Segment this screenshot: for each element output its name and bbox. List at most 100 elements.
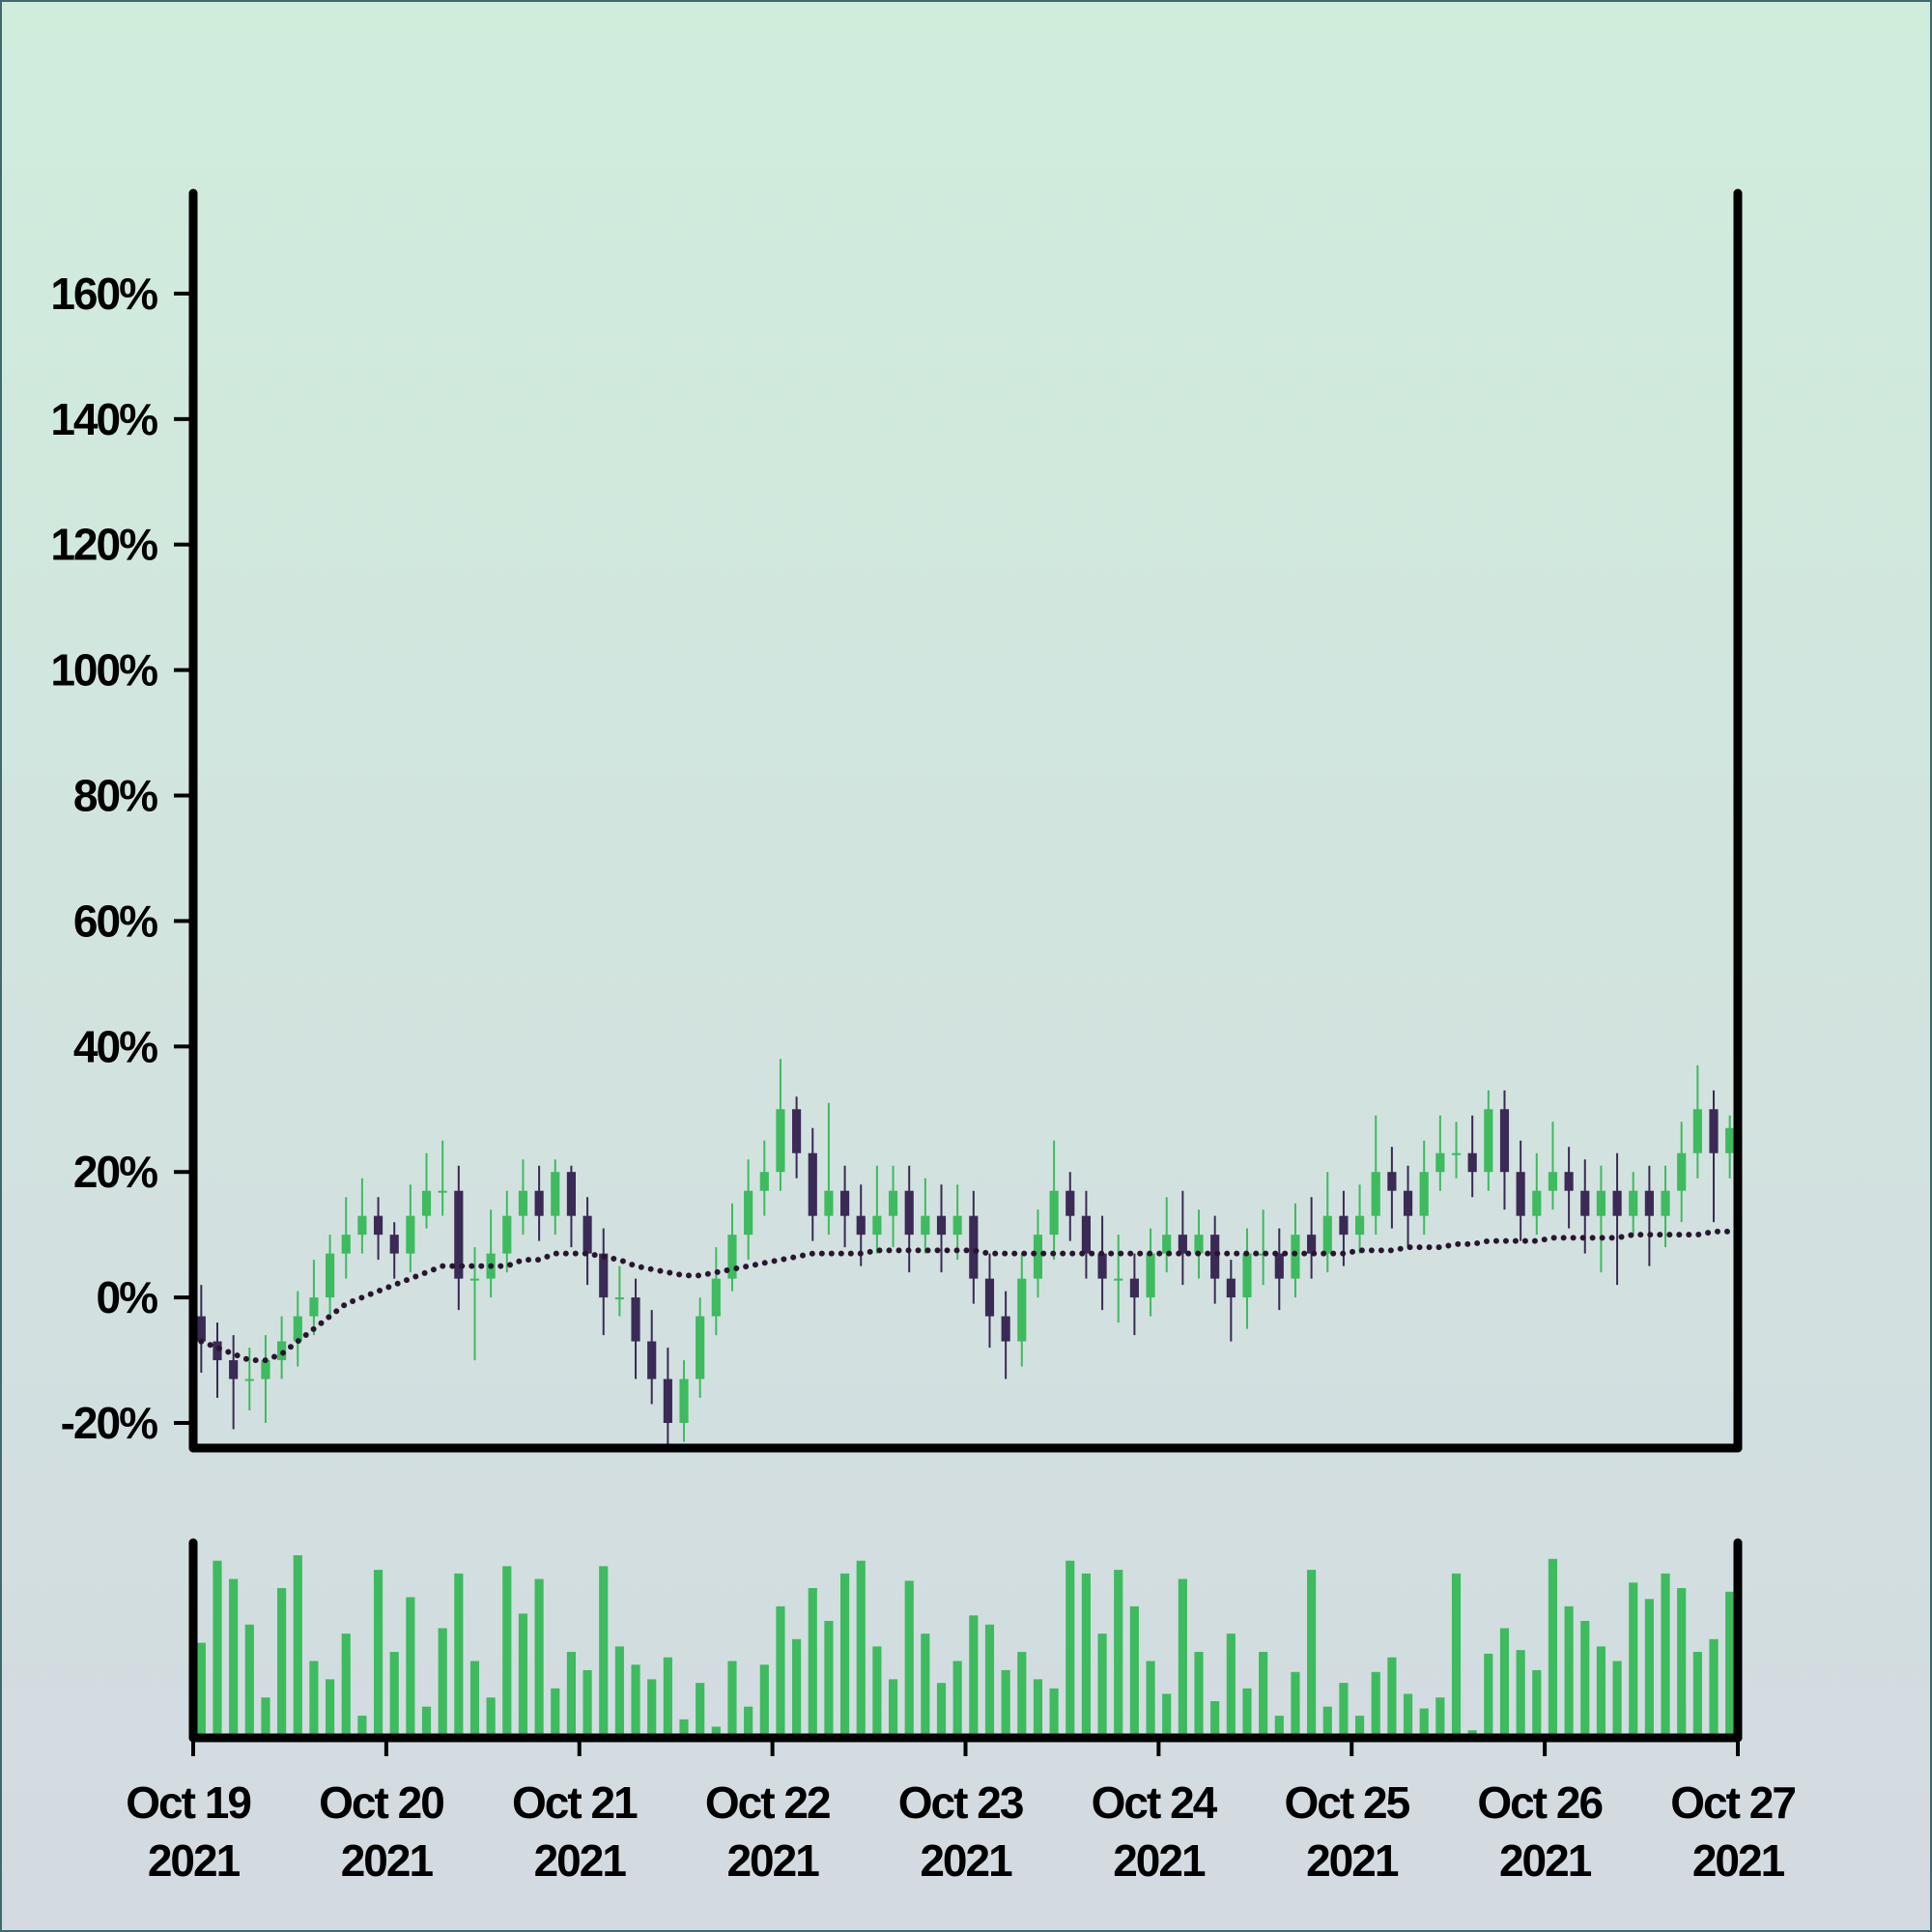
volume-bar <box>952 1661 962 1734</box>
candle-body <box>1435 1152 1445 1173</box>
volume-bar <box>1129 1605 1139 1734</box>
candle-body <box>1371 1172 1380 1216</box>
candle-body <box>1532 1190 1542 1216</box>
candle-body <box>406 1215 415 1254</box>
candle-body <box>904 1190 914 1236</box>
volume-bar <box>1548 1558 1558 1734</box>
y-tick-label: -20% <box>61 1398 157 1448</box>
candle-body <box>1692 1109 1702 1153</box>
candle-body <box>1387 1172 1397 1191</box>
y-tick-label: 60% <box>73 895 157 946</box>
candle-body <box>759 1172 769 1191</box>
candle-body <box>469 1278 480 1281</box>
volume-bar <box>309 1661 319 1734</box>
volume-bar <box>469 1661 480 1734</box>
volume-bar <box>921 1634 930 1734</box>
volume-bar <box>1226 1634 1236 1734</box>
candle-body <box>213 1341 222 1361</box>
volume-bar <box>1629 1582 1638 1734</box>
volume-bar <box>1564 1605 1574 1734</box>
volume-bar <box>1661 1573 1670 1734</box>
volume-bar <box>566 1652 577 1734</box>
candle-body <box>1291 1235 1300 1279</box>
candle-body <box>1129 1278 1139 1298</box>
candle-body <box>727 1235 737 1279</box>
volume-bar <box>744 1706 753 1734</box>
volume-bar <box>839 1573 850 1734</box>
volume-bar <box>1146 1661 1155 1734</box>
candle-body <box>1596 1190 1606 1216</box>
volume-bar <box>389 1652 399 1734</box>
candle-body <box>1467 1152 1477 1173</box>
volume-bar <box>406 1597 415 1734</box>
volume-bar <box>1725 1591 1735 1734</box>
x-tick-label: Oct 27 2021 <box>1670 1777 1804 1886</box>
volume-bar <box>1467 1730 1477 1734</box>
candle-body <box>1661 1190 1670 1216</box>
volume-bar <box>1259 1652 1268 1734</box>
candle-body <box>389 1235 399 1254</box>
candle-body <box>421 1190 432 1216</box>
candle-body <box>1081 1215 1092 1254</box>
candle-body <box>984 1278 995 1317</box>
volume-bar <box>357 1716 367 1734</box>
volume-bar <box>438 1628 447 1734</box>
candle-body <box>1001 1316 1010 1342</box>
candle-body <box>1226 1278 1236 1298</box>
moving-average <box>198 1228 1733 1364</box>
volume-bar <box>1194 1652 1204 1734</box>
volume-bar <box>792 1638 802 1734</box>
x-tick-label: Oct 19 2021 <box>126 1777 260 1886</box>
volume-bar <box>582 1669 592 1734</box>
volume-bar <box>1033 1679 1043 1734</box>
candle-body <box>1354 1215 1365 1236</box>
candle-body <box>229 1360 239 1379</box>
candle-body <box>1049 1190 1059 1236</box>
candle-body <box>1725 1127 1735 1153</box>
volume-bar <box>1532 1669 1542 1734</box>
candle-body <box>824 1190 834 1216</box>
volume-bar <box>631 1664 640 1734</box>
candle-body <box>1194 1235 1204 1254</box>
y-tick-label: 80% <box>73 771 157 821</box>
volume-bar <box>599 1566 609 1734</box>
candle-body <box>663 1378 672 1424</box>
candle-body <box>534 1190 544 1216</box>
y-tick-label: 100% <box>50 645 157 696</box>
candle-body <box>1178 1235 1187 1254</box>
volume-bar <box>244 1624 254 1734</box>
volume-bar <box>373 1570 384 1734</box>
volume-bar <box>1354 1716 1365 1734</box>
candle-body <box>952 1215 962 1236</box>
candle-body <box>566 1172 577 1216</box>
candle-body <box>631 1297 640 1342</box>
volume-bar <box>229 1578 239 1734</box>
volume-bar <box>1403 1693 1413 1734</box>
candle-body <box>808 1152 817 1216</box>
candle-body <box>1484 1109 1493 1173</box>
candle-body <box>1114 1278 1123 1281</box>
volume-bar <box>904 1580 914 1734</box>
volume-bar <box>1001 1669 1010 1734</box>
candle-body <box>711 1278 721 1317</box>
volume-bar <box>1644 1599 1654 1734</box>
volume-bar <box>614 1646 624 1734</box>
volume-bar <box>1242 1688 1252 1734</box>
candle-body <box>599 1253 609 1298</box>
volume-bar <box>1596 1646 1606 1734</box>
volume-bar <box>711 1726 721 1734</box>
volume-bar <box>888 1679 898 1734</box>
volume-bar <box>969 1615 979 1734</box>
volume-bar <box>196 1642 206 1734</box>
candle-body <box>1162 1235 1172 1254</box>
candle-body <box>341 1235 351 1254</box>
candle-body <box>1065 1190 1075 1216</box>
candle-body <box>373 1215 384 1236</box>
volume-bar <box>647 1679 657 1734</box>
volume-bar <box>1692 1652 1702 1734</box>
x-tick-label: Oct 24 2021 <box>1092 1777 1226 1886</box>
volume-bar <box>1612 1661 1622 1734</box>
volume-bar <box>1210 1701 1220 1734</box>
volume-bar <box>1017 1652 1027 1734</box>
volume-bar <box>1097 1634 1107 1734</box>
